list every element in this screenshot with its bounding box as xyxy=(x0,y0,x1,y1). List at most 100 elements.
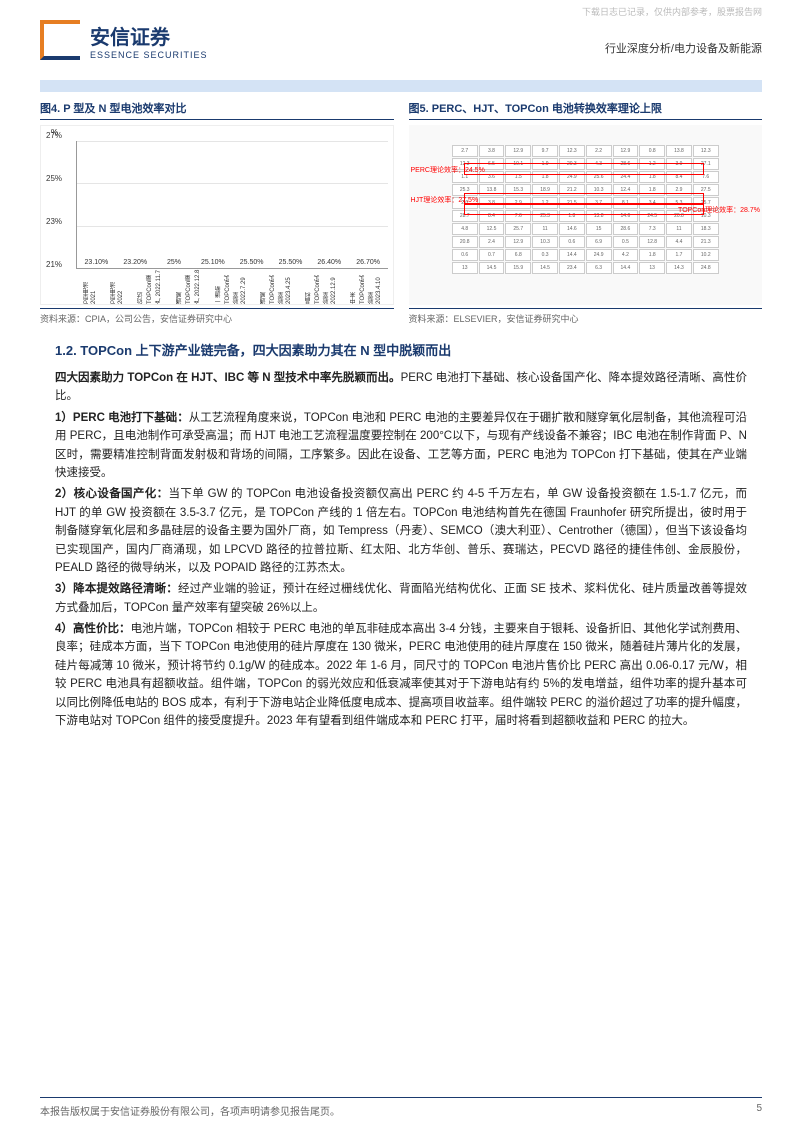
matrix-cell: 13 xyxy=(639,262,665,274)
logo-text: 安信证券 ESSENCE SECURITIES xyxy=(90,21,208,60)
matrix-cell: 6.3 xyxy=(586,262,612,274)
x-tick-label: 中来TOPCon实验室 2023.4.10 xyxy=(349,269,382,304)
ytick: 21% xyxy=(46,260,62,269)
matrix-cell: 10.3 xyxy=(532,236,558,248)
matrix-cell: 12.5 xyxy=(479,223,505,235)
bar-item: 25% xyxy=(155,259,192,268)
matrix-cell: 0.5 xyxy=(613,236,639,248)
paragraph-2: 2）核心设备国产化：当下单 GW 的 TOPCon 电池设备投资额仅高出 PER… xyxy=(55,485,747,577)
matrix-cell: 4.2 xyxy=(613,249,639,261)
section-title: 1.2. TOPCon 上下游产业链完备，四大因素助力其在 N 型中脱颖而出 xyxy=(55,340,747,359)
matrix-cell: 0.6 xyxy=(559,236,585,248)
figure-4-title: 图4. P 型及 N 型电池效率对比 xyxy=(40,100,394,120)
x-tick-label: 通威TOPCon实验室 2023.4.25 xyxy=(259,269,292,304)
matrix-cell: 2.7 xyxy=(452,145,478,157)
footer-disclaimer: 本报告版权属于安信证券股份有限公司，各项声明请参见报告尾页。 xyxy=(40,1103,340,1118)
ytick: 25% xyxy=(46,174,62,183)
figure-5: 图5. PERC、HJT、TOPCon 电池转换效率理论上限 PERC理论效率：… xyxy=(409,100,763,325)
logo-english: ESSENCE SECURITIES xyxy=(90,50,208,60)
matrix-cell: 25.7 xyxy=(505,223,531,235)
matrix-cell: 7.3 xyxy=(639,223,665,235)
matrix-cell: 4.4 xyxy=(666,236,692,248)
bar-value-label: 25.10% xyxy=(201,259,225,266)
matrix-cell: 3.8 xyxy=(479,145,505,157)
matrix-cell: 12.3 xyxy=(693,145,719,157)
matrix-cell: 14.4 xyxy=(613,262,639,274)
matrix-cell: 18.3 xyxy=(693,223,719,235)
matrix-cell: 14.3 xyxy=(666,262,692,274)
bar-item: 25.50% xyxy=(233,259,270,268)
matrix-cell: 1.7 xyxy=(666,249,692,261)
figure-5-source: 资料来源：ELSEVIER，安信证券研究中心 xyxy=(409,308,763,325)
bar-value-label: 25.50% xyxy=(240,259,264,266)
matrix-cell: 4.8 xyxy=(452,223,478,235)
paragraph-1: 1）PERC 电池打下基础：从工艺流程角度来说，TOPCon 电池和 PERC … xyxy=(55,409,747,483)
logo-area: 安信证券 ESSENCE SECURITIES xyxy=(40,20,208,60)
ytick: 27% xyxy=(46,131,62,140)
matrix-cell: 1.8 xyxy=(639,249,665,261)
document-type: 行业深度分析/电力设备及新能源 xyxy=(605,40,762,56)
matrix-cell: 14.5 xyxy=(479,262,505,274)
ytick: 23% xyxy=(46,217,62,226)
matrix-cell: 13 xyxy=(452,262,478,274)
y-axis-ticks: 27% 25% 23% 21% xyxy=(46,131,62,269)
x-tick-label: 钧达TOPCon量产 2022.11.7 xyxy=(136,269,163,304)
matrix-cell: 24.9 xyxy=(586,249,612,261)
matrix-cell: 13.8 xyxy=(666,145,692,157)
topcon-highlight xyxy=(464,203,704,215)
figure-5-matrix: PERC理论效率：24.5% HJT理论效率：27.5% TOPCon理论效率：… xyxy=(409,125,763,305)
matrix-cell: 24.8 xyxy=(693,262,719,274)
bar-item: 26.40% xyxy=(311,259,348,268)
figure-4-source: 资料来源：CPIA，公司公告，安信证券研究中心 xyxy=(40,308,394,325)
page-number: 5 xyxy=(756,1103,762,1118)
header-divider-bar xyxy=(40,80,762,92)
matrix-cell: 20.8 xyxy=(452,236,478,248)
logo-icon xyxy=(40,20,80,60)
matrix-cell: 2.2 xyxy=(586,145,612,157)
matrix-cell: 12.9 xyxy=(613,145,639,157)
matrix-cell: 2.4 xyxy=(479,236,505,248)
matrix-cell: 12.3 xyxy=(559,145,585,157)
bar-item: 23.20% xyxy=(117,259,154,268)
x-tick-label: 晶科TOPCon实验室 2022.12.9 xyxy=(304,269,337,304)
paragraph-3: 3）降本提效路径清晰：经过产业端的验证，预计在经过栅线优化、背面陷光结构优化、正… xyxy=(55,580,747,617)
bar-value-label: 25% xyxy=(167,259,181,266)
matrix-cell: 11 xyxy=(666,223,692,235)
bar-value-label: 23.20% xyxy=(123,259,147,266)
matrix-cell: 15 xyxy=(586,223,612,235)
matrix-cell: 12.9 xyxy=(505,145,531,157)
figures-row: 图4. P 型及 N 型电池效率对比 % 27% 25% 23% 21% 23.… xyxy=(0,92,802,325)
bar-item: 26.70% xyxy=(349,259,386,268)
body-content: 1.2. TOPCon 上下游产业链完备，四大因素助力其在 N 型中脱颖而出 四… xyxy=(0,325,802,753)
page-footer: 本报告版权属于安信证券股份有限公司，各项声明请参见报告尾页。 5 xyxy=(40,1097,762,1118)
x-axis-labels: P型电池2021P型电池2022钧达TOPCon量产 2022.11.7通威TO… xyxy=(76,269,388,304)
matrix-cell: 9.7 xyxy=(532,145,558,157)
matrix-cell: 11 xyxy=(532,223,558,235)
paragraph-4: 4）高性价比：电池片端，TOPCon 相较于 PERC 电池的单瓦非硅成本高出 … xyxy=(55,620,747,730)
bar-value-label: 26.40% xyxy=(317,259,341,266)
matrix-cell: 0.8 xyxy=(639,145,665,157)
watermark-text: 下载日志已记录，仅供内部参考，股票报告网 xyxy=(582,5,762,18)
matrix-cell: 28.6 xyxy=(613,223,639,235)
matrix-cell: 0.3 xyxy=(532,249,558,261)
matrix-cell: 21.3 xyxy=(693,236,719,248)
figure-4-chart: % 27% 25% 23% 21% 23.10%23.20%25%25.10%2… xyxy=(40,125,394,305)
x-tick-label: P型电池2022 xyxy=(109,269,124,304)
bar-item: 25.10% xyxy=(194,259,231,268)
x-tick-label: 通威TOPCon量产 2022.12.8 xyxy=(175,269,202,304)
lead-paragraph: 四大因素助力 TOPCon 在 HJT、IBC 等 N 型技术中率先脱颖而出。P… xyxy=(55,369,747,406)
matrix-cell: 10.2 xyxy=(693,249,719,261)
matrix-cell: 14.5 xyxy=(532,262,558,274)
matrix-cell: 12.9 xyxy=(505,236,531,248)
perc-highlight xyxy=(464,163,704,175)
logo-chinese: 安信证券 xyxy=(90,21,208,50)
matrix-cell: 6.9 xyxy=(586,236,612,248)
x-tick-label: 一道新TOPCon实验室 2022.7.29 xyxy=(214,269,247,304)
matrix-cell: 12.8 xyxy=(639,236,665,248)
matrix-cell: 14.6 xyxy=(559,223,585,235)
matrix-cell: 15.9 xyxy=(505,262,531,274)
bar-item: 23.10% xyxy=(78,259,115,268)
bar-value-label: 26.70% xyxy=(356,259,380,266)
matrix-cell: 0.6 xyxy=(452,249,478,261)
bar-value-label: 23.10% xyxy=(85,259,109,266)
